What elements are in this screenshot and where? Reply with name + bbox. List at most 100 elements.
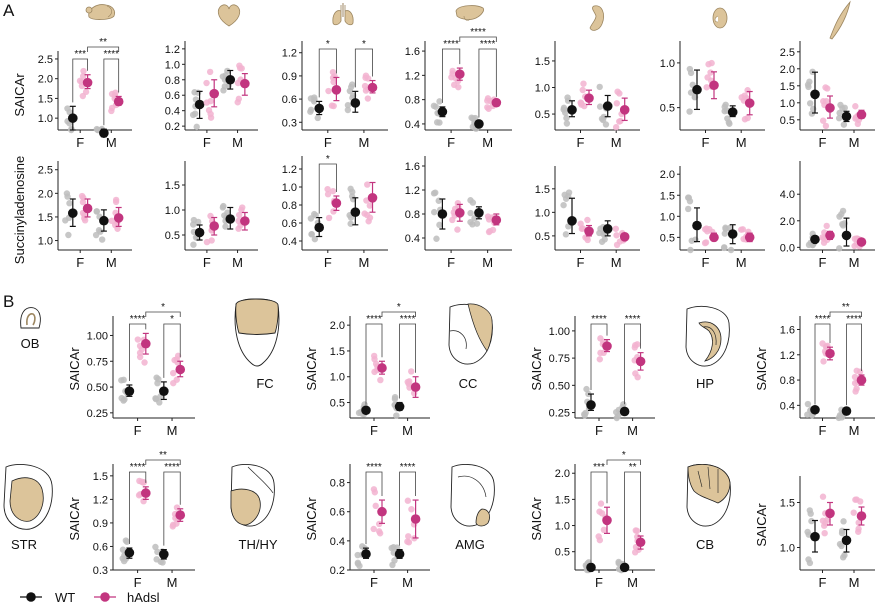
hadsl-mean-point xyxy=(455,69,465,79)
raw-point xyxy=(838,211,845,218)
hadsl-mean-point xyxy=(825,103,835,113)
y-tick-label: 0.5 xyxy=(780,115,795,127)
hadsl-mean-point xyxy=(331,85,342,95)
wt-mean-point xyxy=(99,128,109,138)
raw-point xyxy=(838,529,846,537)
raw-point xyxy=(391,393,399,401)
raw-point xyxy=(613,232,620,239)
raw-point xyxy=(330,78,337,86)
raw-point xyxy=(851,373,859,381)
y-tick-label: 1.5 xyxy=(555,494,570,506)
hadsl-mean-point xyxy=(584,226,594,236)
hadsl-mean-point xyxy=(709,80,719,91)
x-tick-label-F: F xyxy=(819,575,827,590)
significance-label: ** xyxy=(99,37,107,48)
x-tick-label-F: F xyxy=(577,255,585,270)
wt-mean-point xyxy=(474,208,484,218)
wt-mean-point xyxy=(361,549,371,559)
wt-mean-point xyxy=(159,549,169,560)
significance-label: **** xyxy=(470,27,486,38)
significance-label: **** xyxy=(443,39,459,50)
raw-point xyxy=(741,92,748,99)
y-tick-label: 0.6 xyxy=(330,507,345,519)
raw-point xyxy=(65,231,72,239)
hadsl-mean-point xyxy=(377,506,387,517)
raw-point xyxy=(838,542,845,550)
chart-17: 0.25 0.50 0.75 1.00 F M SAICAr **** **** xyxy=(529,314,655,438)
raw-point xyxy=(377,376,384,384)
hadsl-mean-point xyxy=(744,98,755,108)
x-tick-label-M: M xyxy=(611,255,622,270)
y-tick-label: 0.3 xyxy=(93,565,108,577)
raw-point xyxy=(612,225,620,232)
raw-point xyxy=(393,412,400,419)
x-tick-label-M: M xyxy=(736,255,747,270)
legend-label-wt: WT xyxy=(55,590,75,605)
significance-bracket xyxy=(442,48,461,103)
raw-point xyxy=(64,193,71,200)
region-label-amg: AMG xyxy=(455,537,485,552)
y-tick-label: 0.8 xyxy=(330,478,345,490)
wt-mean-point xyxy=(727,107,738,117)
charts-layer: 1.01.52.02.5F M*** ******0.20.40.60.81.01.… xyxy=(38,27,875,590)
y-tick-label: 0.4 xyxy=(165,106,180,118)
x-tick-label-M: M xyxy=(627,575,638,590)
y-tick-label: 1.2 xyxy=(780,350,795,362)
raw-point xyxy=(404,497,412,504)
significance-bracket xyxy=(129,471,147,545)
hadsl-mean-point xyxy=(635,356,646,367)
significance-label: *** xyxy=(74,49,86,60)
raw-point xyxy=(203,99,211,106)
y-tick-label: 0.5 xyxy=(535,109,550,121)
x-tick-label-M: M xyxy=(167,423,178,438)
raw-point xyxy=(584,236,591,244)
y-tick-label: 1.5 xyxy=(780,498,795,510)
raw-point xyxy=(707,69,714,76)
region-label-hp: HP xyxy=(696,376,714,391)
significance-bracket xyxy=(399,471,416,546)
raw-point xyxy=(823,222,830,230)
significance-bracket xyxy=(318,163,337,214)
raw-point xyxy=(308,231,315,238)
y-tick-label: 0.4 xyxy=(282,236,297,248)
significance-label: **** xyxy=(625,314,641,325)
raw-point xyxy=(720,244,728,252)
y-tick-label: 1.2 xyxy=(282,164,297,176)
raw-point xyxy=(686,108,693,115)
wt-mean-point xyxy=(99,215,109,226)
wt-mean-point xyxy=(194,99,205,110)
raw-point xyxy=(467,218,474,226)
raw-point xyxy=(703,84,710,91)
raw-point xyxy=(613,100,621,107)
wt-mean-point xyxy=(68,113,78,123)
hadsl-mean-point xyxy=(113,213,124,223)
hadsl-mean-point xyxy=(491,215,502,225)
raw-point xyxy=(194,218,202,226)
hadsl-mean-point xyxy=(602,515,612,526)
y-tick-label: 4.0 xyxy=(780,189,795,201)
y-tick-label: 2.0 xyxy=(660,169,675,181)
hadsl-mean-point xyxy=(602,341,612,351)
raw-point xyxy=(362,72,370,79)
raw-point xyxy=(193,123,200,131)
y-axis-label: SAICAr xyxy=(304,347,319,391)
raw-point xyxy=(563,120,571,127)
raw-point xyxy=(363,211,371,219)
raw-point xyxy=(79,198,87,206)
hadsl-mean-point xyxy=(175,510,186,520)
hadsl-mean-point xyxy=(856,109,867,120)
significance-bracket xyxy=(814,323,831,405)
hadsl-mean-point xyxy=(141,338,151,349)
raw-point xyxy=(835,115,843,122)
wt-mean-point xyxy=(350,98,361,108)
y-tick-label: 0.6 xyxy=(165,90,180,102)
raw-point xyxy=(370,486,378,493)
brain-whole-icon xyxy=(85,4,115,20)
x-tick-label-M: M xyxy=(482,135,493,150)
y-tick-label: 1.0 xyxy=(282,182,297,194)
x-tick-label-M: M xyxy=(402,575,413,590)
x-tick-label-F: F xyxy=(595,575,603,590)
raw-point xyxy=(98,236,106,243)
panel-letter-b: B xyxy=(3,292,14,311)
